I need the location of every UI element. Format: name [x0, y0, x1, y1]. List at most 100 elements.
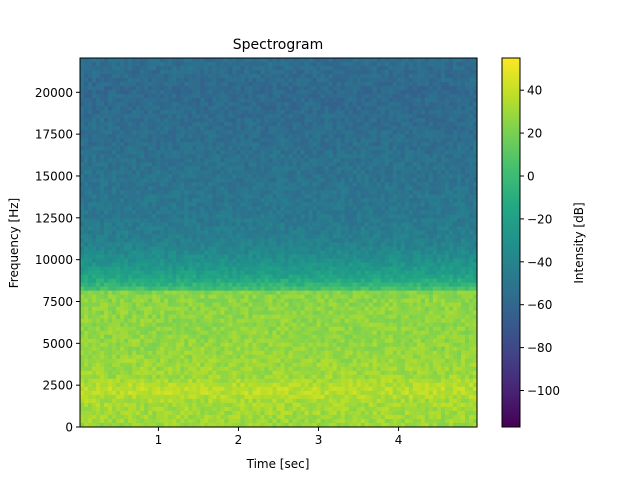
- heatmap-cell: [224, 74, 229, 79]
- heatmap-cell: [392, 146, 398, 151]
- heatmap-cell: [392, 178, 398, 183]
- heatmap-cell: [108, 86, 113, 91]
- heatmap-cell: [300, 126, 306, 131]
- heatmap-cell: [84, 138, 89, 143]
- heatmap-cell: [448, 230, 454, 236]
- heatmap-cell: [92, 218, 97, 224]
- heatmap-cell: [132, 142, 137, 147]
- heatmap-cell: [348, 226, 354, 232]
- heatmap-cell: [316, 234, 322, 240]
- heatmap-cell: [196, 82, 201, 87]
- heatmap-cell: [84, 214, 89, 220]
- heatmap-cell: [300, 170, 306, 175]
- heatmap-cell: [356, 234, 362, 240]
- heatmap-cell: [288, 78, 294, 83]
- heatmap-cell: [444, 146, 450, 151]
- heatmap-cell: [432, 90, 438, 95]
- heatmap-cell: [224, 90, 229, 95]
- heatmap-cell: [300, 62, 306, 67]
- heatmap-cell: [248, 218, 254, 224]
- heatmap-cell: [176, 170, 181, 175]
- heatmap-cell: [388, 122, 394, 127]
- heatmap-cell: [260, 146, 266, 151]
- heatmap-cell: [408, 126, 414, 131]
- heatmap-cell: [360, 222, 366, 228]
- heatmap-cell: [188, 250, 193, 256]
- heatmap-cell: [224, 82, 229, 87]
- heatmap-cell: [344, 186, 350, 191]
- heatmap-cell: [416, 166, 422, 171]
- heatmap-cell: [244, 94, 250, 99]
- heatmap-cell: [376, 182, 382, 187]
- heatmap-cell: [464, 58, 470, 63]
- heatmap-cell: [100, 250, 105, 256]
- heatmap-cell: [328, 102, 334, 107]
- heatmap-cell: [268, 214, 274, 220]
- heatmap-cell: [320, 182, 326, 187]
- heatmap-cell: [448, 226, 454, 232]
- heatmap-cell: [132, 74, 137, 79]
- heatmap-cell: [244, 78, 250, 83]
- heatmap-cell: [140, 106, 145, 111]
- heatmap-cell: [212, 182, 217, 187]
- heatmap-cell: [404, 206, 410, 212]
- heatmap-cell: [160, 166, 165, 171]
- heatmap-cell: [164, 70, 169, 75]
- heatmap-cell: [228, 198, 233, 203]
- heatmap-cell: [124, 194, 129, 199]
- heatmap-cell: [236, 234, 241, 240]
- heatmap-cell: [204, 74, 209, 79]
- heatmap-cell: [200, 178, 205, 183]
- heatmap-cell: [464, 190, 470, 195]
- heatmap-cell: [220, 226, 225, 232]
- heatmap-cell: [428, 126, 434, 131]
- heatmap-cell: [120, 134, 125, 139]
- heatmap-cell: [220, 242, 225, 248]
- heatmap-cell: [472, 150, 478, 155]
- heatmap-cell: [396, 82, 402, 87]
- heatmap-cell: [216, 202, 221, 207]
- heatmap-cell: [444, 150, 450, 155]
- heatmap-cell: [256, 130, 262, 135]
- heatmap-cell: [376, 134, 382, 139]
- heatmap-cell: [220, 106, 225, 111]
- heatmap-cell: [152, 186, 157, 191]
- heatmap-cell: [260, 126, 266, 131]
- heatmap-cell: [444, 170, 450, 175]
- heatmap-cell: [412, 202, 418, 207]
- heatmap-cell: [316, 222, 322, 228]
- heatmap-cell: [284, 202, 290, 207]
- heatmap-cell: [364, 170, 370, 175]
- heatmap-cell: [312, 194, 318, 199]
- heatmap-cell: [452, 206, 458, 212]
- heatmap-cell: [232, 138, 237, 143]
- heatmap-cell: [324, 190, 330, 195]
- heatmap-cell: [168, 82, 173, 87]
- heatmap-cell: [304, 146, 310, 151]
- heatmap-cell: [124, 82, 129, 87]
- heatmap-cell: [308, 210, 314, 216]
- heatmap-cell: [96, 114, 101, 119]
- heatmap-cell: [196, 238, 201, 244]
- heatmap-cell: [168, 94, 173, 99]
- heatmap-cell: [384, 158, 390, 163]
- heatmap-cell: [256, 190, 262, 195]
- heatmap-cell: [396, 242, 402, 248]
- heatmap-cell: [120, 174, 125, 179]
- heatmap-cell: [352, 174, 358, 179]
- heatmap-cell: [224, 62, 229, 67]
- heatmap-cell: [148, 226, 153, 232]
- heatmap-cell: [360, 162, 366, 167]
- heatmap-cell: [260, 178, 266, 183]
- heatmap-cell: [396, 218, 402, 224]
- heatmap-cell: [376, 114, 382, 119]
- heatmap-cell: [308, 106, 314, 111]
- heatmap-cell: [368, 58, 374, 63]
- heatmap-cell: [80, 94, 85, 99]
- heatmap-cell: [408, 166, 414, 171]
- heatmap-cell: [140, 146, 145, 151]
- heatmap-cell: [140, 118, 145, 123]
- heatmap-cell: [244, 134, 250, 139]
- heatmap-cell: [368, 154, 374, 159]
- heatmap-cell: [116, 182, 121, 187]
